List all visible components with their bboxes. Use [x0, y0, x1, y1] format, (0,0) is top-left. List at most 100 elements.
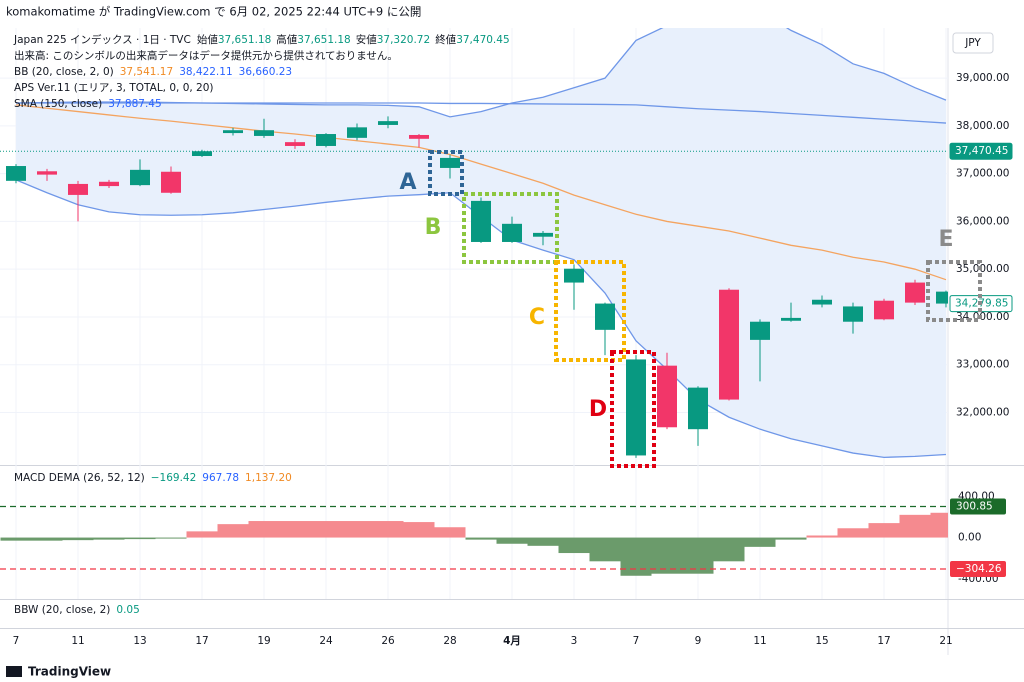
annotation-label: D — [589, 397, 607, 422]
ohlc-label: 始値 — [197, 33, 218, 46]
histogram-bar — [372, 521, 404, 538]
histogram-bar — [62, 537, 94, 541]
candle-body — [254, 130, 274, 136]
overlay-line — [16, 102, 947, 124]
macd-value: 1,137.20 — [245, 472, 292, 484]
x-tick-label: 26 — [381, 635, 395, 647]
candle-body — [719, 289, 739, 400]
histogram-bar — [279, 521, 311, 538]
candle-body — [595, 303, 615, 330]
legend-aps: APS Ver.11 (エリア, 3, TOTAL, 0, 0, 20) — [14, 82, 214, 94]
price-tag-label: 37,470.45 — [955, 145, 1008, 157]
ohlc-label: 終値 — [435, 33, 456, 46]
x-tick-label: 21 — [939, 635, 952, 647]
bbw-value: 0.05 — [116, 604, 139, 616]
legend-volume: 出来高: このシンボルの出来高データはデータ提供元から提供されておりません。 — [14, 49, 398, 62]
candle-body — [626, 359, 646, 456]
annotation-box — [428, 150, 464, 196]
candle-body — [843, 306, 863, 322]
candle-body — [502, 223, 522, 242]
histogram-bar — [434, 527, 466, 538]
candle-body — [6, 166, 26, 181]
candle-body — [37, 171, 57, 175]
x-tick-label: 24 — [319, 635, 333, 647]
histogram-bar — [186, 531, 218, 538]
histogram-bar — [93, 537, 125, 540]
histogram-bar — [124, 537, 156, 540]
currency[interactable]: JPY — [964, 37, 981, 49]
histogram-bar — [744, 537, 776, 547]
histogram-bar — [713, 537, 745, 562]
publish-header: komakomatime が TradingView.com で 6月 02, … — [6, 5, 421, 19]
legend-bb: BB (20, close, 2, 0) 37,541.17 38,422.11 36… — [14, 66, 292, 78]
footer-brand: TradingView — [28, 665, 111, 679]
candle-body — [688, 387, 708, 430]
y-tick-label: 33,000.00 — [956, 359, 1009, 371]
histogram-bar — [217, 524, 249, 538]
candle-body — [316, 134, 336, 146]
histogram-bar — [465, 537, 497, 540]
currency-button[interactable] — [952, 32, 994, 54]
histogram-bar — [0, 537, 32, 541]
x-tick-label: 7 — [13, 635, 20, 647]
macd-value: −169.42 — [151, 472, 197, 484]
ohlc-value: 37,320.72 — [377, 34, 430, 46]
symbol: Japan 225 インデックス · 1日 · TVC — [13, 33, 191, 46]
y-tick-label: 36,000.00 — [956, 215, 1009, 227]
main-pane — [0, 28, 948, 459]
x-tick-label: 11 — [71, 635, 84, 647]
band-fill — [16, 28, 946, 458]
sma-value: 37,887.45 — [108, 98, 161, 110]
annotation-label: E — [938, 227, 953, 252]
histogram-bar — [930, 512, 948, 538]
ohlc-value: 37,651.18 — [218, 34, 271, 46]
x-tick-label: 19 — [257, 635, 270, 647]
annotation-label: B — [425, 215, 442, 240]
candle-body — [936, 291, 948, 304]
histogram-bar — [620, 537, 652, 576]
bb-name: BB (20, close, 2, 0) — [14, 66, 114, 78]
histogram-bar — [899, 514, 931, 538]
candle-body — [905, 282, 925, 303]
x-tick-label: 11 — [753, 635, 766, 647]
candle-body — [781, 317, 801, 321]
candle-body — [657, 365, 677, 428]
histogram-bar — [527, 537, 559, 546]
macd-value: 967.78 — [202, 472, 239, 484]
bb-value: 37,541.17 — [120, 66, 173, 78]
candle-body — [285, 142, 305, 146]
bbw-name: BBW (20, close, 2) — [14, 604, 110, 616]
annotation-box — [554, 260, 626, 362]
legend-sma: SMA (150, close) 37,887.45 — [14, 98, 162, 110]
legend-bbw: BBW (20, close, 2) 0.05 — [14, 604, 140, 616]
x-tick-label: 17 — [195, 635, 208, 647]
y-tick-label: 37,000.00 — [956, 168, 1009, 180]
x-tick-label: 28 — [443, 635, 456, 647]
annotation-box — [610, 350, 656, 468]
annotation-label: C — [529, 305, 545, 330]
histogram-bar — [155, 537, 187, 539]
annotation-box — [926, 260, 982, 322]
histogram-bar — [806, 535, 838, 538]
ohlc-value: 37,651.18 — [297, 34, 350, 46]
ohlc-value: 37,470.45 — [456, 34, 509, 46]
candle-body — [130, 169, 150, 186]
x-tick-label: 15 — [815, 635, 828, 647]
candle-body — [874, 300, 894, 320]
y-tick-label: 35,000.00 — [956, 263, 1009, 275]
histogram-bar — [868, 523, 900, 538]
candle-body — [161, 171, 181, 193]
candle-body — [471, 200, 491, 242]
y-tick-label: 39,000.00 — [956, 72, 1009, 84]
histogram-bar — [341, 521, 373, 538]
annotation-box — [462, 192, 559, 264]
candle-body — [192, 151, 212, 156]
x-tick-label: 9 — [695, 635, 702, 647]
legend-macd: MACD DEMA (26, 52, 12) −169.42 967.78 1,137… — [14, 472, 292, 484]
histogram-bar — [496, 537, 528, 544]
legend-symbol: Japan 225 インデックス · 1日 · TVC 始値37,651.18 高値… — [13, 33, 510, 46]
level-tag-label: 300.85 — [956, 500, 993, 512]
candle-body — [750, 321, 770, 340]
level-tag — [950, 498, 1006, 515]
